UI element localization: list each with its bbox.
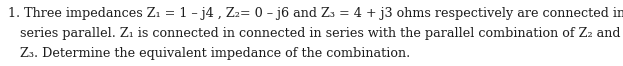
Text: 1. Three impedances Z₁ = 1 – j4 , Z₂= 0 – j6 and Z₃ = 4 + j3 ohms respectively a: 1. Three impedances Z₁ = 1 – j4 , Z₂= 0 …	[8, 7, 623, 20]
Text: series parallel. Z₁ is connected in connected in series with the parallel combin: series parallel. Z₁ is connected in conn…	[8, 27, 621, 40]
Text: Z₃. Determine the equivalent impedance of the combination.: Z₃. Determine the equivalent impedance o…	[8, 47, 411, 60]
